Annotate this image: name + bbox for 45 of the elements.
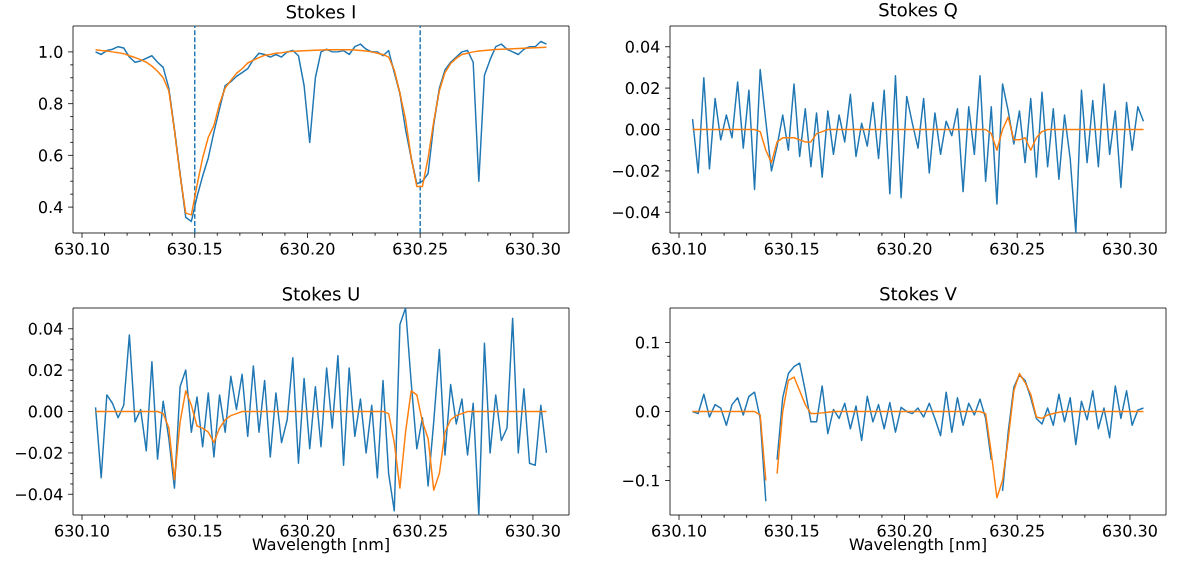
y-tick-label: 0.02 <box>625 82 659 95</box>
x-tick-label: 630.10 <box>652 242 706 255</box>
x-tick-label: 630.25 <box>990 242 1044 255</box>
y-tick-label: 1.0 <box>39 45 63 58</box>
y-tick-label: 0.4 <box>38 201 63 214</box>
x-tick-label: 630.20 <box>877 242 932 255</box>
chart-title: Stokes Q <box>879 2 957 19</box>
x-tick-label: 630.20 <box>877 524 932 537</box>
y-tick-label: 0.02 <box>28 364 62 377</box>
x-tick-label: 630.15 <box>764 242 819 255</box>
chart-title: Stokes I <box>286 4 355 19</box>
x-tick-label: 630.30 <box>1103 242 1157 255</box>
line-series <box>94 308 548 515</box>
y-tick-label: 0.00 <box>28 405 63 418</box>
y-tick-label: 0.1 <box>635 336 659 349</box>
x-axis-title: Wavelength [nm] <box>849 537 986 554</box>
y-tick-label: −0.1 <box>623 474 659 487</box>
x-tick-label: 630.25 <box>393 242 447 255</box>
x-tick-label: 630.30 <box>1103 524 1157 537</box>
x-tick-label: 630.15 <box>167 242 222 255</box>
line-series <box>691 68 1145 233</box>
y-tick-label: 0.00 <box>625 123 660 136</box>
y-tick-label: −0.02 <box>16 446 62 459</box>
y-tick-label: 0.0 <box>635 405 660 418</box>
chart-title: Stokes U <box>282 286 359 301</box>
y-tick-label: −0.02 <box>613 164 659 177</box>
y-tick-label: 0.04 <box>28 322 63 335</box>
x-tick-label: 630.25 <box>393 524 447 537</box>
x-tick-label: 630.15 <box>764 524 819 537</box>
y-tick-label: 0.8 <box>38 97 63 110</box>
x-tick-label: 630.25 <box>990 524 1044 537</box>
y-tick-label: 0.6 <box>38 149 63 162</box>
x-axis-title: Wavelength [nm] <box>252 537 389 554</box>
y-tick-label: 0.04 <box>625 40 660 53</box>
x-tick-label: 630.20 <box>280 242 335 255</box>
x-tick-label: 630.20 <box>280 524 335 537</box>
x-tick-label: 630.10 <box>55 242 109 255</box>
x-tick-label: 630.30 <box>506 242 560 255</box>
y-tick-label: −0.04 <box>16 488 63 501</box>
x-tick-label: 630.10 <box>55 524 109 537</box>
chart-title: Stokes V <box>880 286 957 301</box>
x-tick-label: 630.30 <box>506 524 560 537</box>
y-tick-label: −0.04 <box>613 206 660 219</box>
x-tick-label: 630.10 <box>652 524 706 537</box>
x-tick-label: 630.15 <box>167 524 222 537</box>
